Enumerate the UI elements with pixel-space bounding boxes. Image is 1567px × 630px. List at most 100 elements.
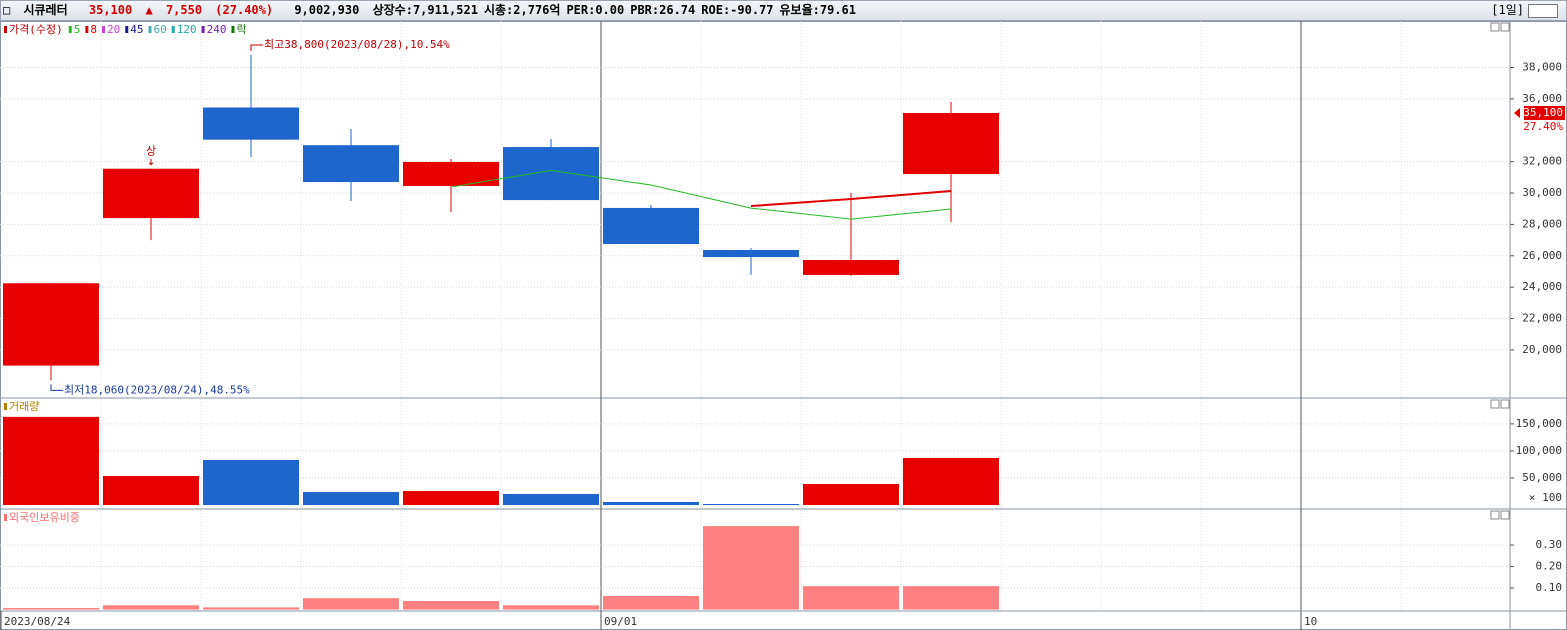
candle-body xyxy=(603,207,699,245)
ma-line xyxy=(750,189,952,208)
bar xyxy=(103,475,199,506)
legend-marker xyxy=(231,26,235,33)
legend-marker xyxy=(4,514,7,521)
panel-button xyxy=(1500,510,1510,520)
y-tick-label: 26,000 xyxy=(1522,249,1562,262)
candle-body xyxy=(403,161,499,186)
bar xyxy=(503,605,599,610)
legend-item: 60 xyxy=(153,23,166,36)
bar xyxy=(603,501,699,506)
y-tick-label: 20,000 xyxy=(1522,343,1562,356)
y-tick-label: 0.20 xyxy=(1536,560,1563,573)
price: 35,100 xyxy=(88,3,133,17)
panel-button xyxy=(1500,399,1510,409)
candle-body xyxy=(303,145,399,183)
candle-body xyxy=(503,147,599,201)
legend-item: 락 xyxy=(236,23,246,36)
panel-title: 가격(수정) xyxy=(9,23,63,36)
bar xyxy=(403,600,499,610)
panel-button xyxy=(1490,22,1500,32)
window-buttons[interactable] xyxy=(1528,4,1558,18)
bar xyxy=(903,586,999,610)
legend-marker xyxy=(68,26,72,33)
legend-item: 240 xyxy=(207,23,227,36)
panel-button xyxy=(1490,399,1500,409)
bar xyxy=(3,416,99,506)
legend-item: 8 xyxy=(90,23,97,36)
current-price: 35,100 xyxy=(1523,106,1563,119)
stock-name: 시큐레터 xyxy=(23,3,68,17)
x-tick-label: 10 xyxy=(1304,615,1317,628)
unit-label: × 100 xyxy=(1529,491,1562,504)
price-pointer xyxy=(1514,108,1520,119)
legend-item: 120 xyxy=(177,23,197,36)
header-item: 시총:2,776억 xyxy=(483,3,561,17)
header-item: 상장수:7,911,521 xyxy=(372,3,478,17)
chart: 2023/08/24 09/01 10 20,000 22,000 24,000 26,00… xyxy=(0,21,1567,630)
bar xyxy=(703,503,799,506)
header-item: ROE:-90.77 xyxy=(701,3,774,17)
bar xyxy=(503,493,599,506)
legend-item: 20 xyxy=(107,23,120,36)
high-arrow xyxy=(250,44,263,51)
y-tick-label: 0.10 xyxy=(1536,581,1563,594)
y-tick-label: 150,000 xyxy=(1516,417,1562,430)
y-tick-label: 24,000 xyxy=(1522,280,1562,293)
bar xyxy=(203,459,299,506)
candle-body xyxy=(103,168,199,219)
items: 상장수:7,911,521 시총:2,776억 PER:0.00 PBR:26.74 R… xyxy=(373,3,862,17)
header-item: 유보율:79.61 xyxy=(779,3,856,17)
bar xyxy=(703,526,799,610)
bar xyxy=(103,605,199,610)
change-pct: (27.40%) xyxy=(215,3,274,17)
x-tick-label: 09/01 xyxy=(604,615,637,628)
period[interactable]: [1일] xyxy=(1491,3,1524,17)
panel-button xyxy=(1490,510,1500,520)
bar xyxy=(903,457,999,506)
limit-up-label: 상 xyxy=(146,145,156,158)
y-tick-label: 38,000 xyxy=(1522,61,1562,74)
candle-body xyxy=(703,249,799,258)
price-box xyxy=(1524,106,1565,121)
legend-marker xyxy=(4,26,7,33)
candle-body xyxy=(203,107,299,140)
bar xyxy=(603,596,699,610)
bar xyxy=(803,483,899,506)
x-tick-label: 2023/08/24 xyxy=(4,615,71,628)
header-item: PER:0.00 xyxy=(566,3,625,17)
header-bar: □ 시큐레터 35,100 ▲ 7,550 (27.40%) 9,002,930… xyxy=(0,0,1567,21)
ma-line xyxy=(450,169,952,220)
y-tick-label: 30,000 xyxy=(1522,186,1562,199)
volume: 9,002,930 xyxy=(294,3,360,17)
legend-marker xyxy=(85,26,89,33)
checkbox[interactable]: □ xyxy=(3,3,11,17)
panel-title: 외국인보유비중 xyxy=(9,511,80,524)
panel-title: 거래량 xyxy=(9,400,39,413)
legend-marker xyxy=(201,26,205,33)
arrow: ▲ xyxy=(145,3,153,17)
bar xyxy=(403,490,499,506)
bar xyxy=(803,586,899,610)
legend-item: 45 xyxy=(130,23,143,36)
legend-marker xyxy=(171,26,175,33)
legend-marker xyxy=(4,403,7,410)
change: 7,550 xyxy=(165,3,203,17)
current-pct: 27.40% xyxy=(1523,120,1563,133)
y-tick-label: 50,000 xyxy=(1522,471,1562,484)
low-arrow xyxy=(50,384,63,391)
high-annotation: 최고38,800(2023/08/28),10.54% xyxy=(264,38,450,51)
y-tick-label: 28,000 xyxy=(1522,217,1562,230)
y-tick-label: 22,000 xyxy=(1522,312,1562,325)
header-item: PBR:26.74 xyxy=(630,3,696,17)
legend-marker xyxy=(125,26,129,33)
bar xyxy=(3,608,99,610)
y-tick-label: 0.30 xyxy=(1536,538,1563,551)
candle-body xyxy=(3,283,99,366)
candle-body xyxy=(803,260,899,275)
legend-item: 5 xyxy=(74,23,81,36)
low-annotation: 최저18,060(2023/08/24),48.55% xyxy=(64,383,250,396)
panel-button xyxy=(1500,22,1510,32)
legend-marker xyxy=(148,26,152,33)
bar xyxy=(303,492,399,506)
